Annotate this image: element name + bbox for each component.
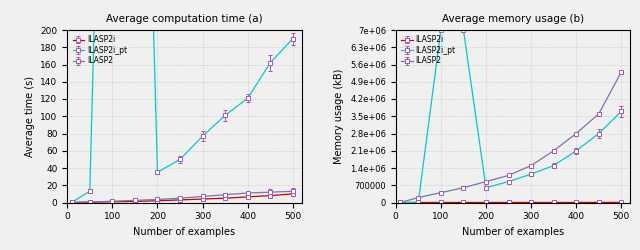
Y-axis label: Memory usage (kB): Memory usage (kB) [334, 68, 344, 164]
X-axis label: Number of examples: Number of examples [134, 227, 236, 237]
Legend: ILASP2i, ILASP2i_pt, ILASP2: ILASP2i, ILASP2i_pt, ILASP2 [71, 34, 129, 67]
Title: Average memory usage (b): Average memory usage (b) [442, 14, 584, 24]
Title: Average computation time (a): Average computation time (a) [106, 14, 263, 24]
X-axis label: Number of examples: Number of examples [462, 227, 564, 237]
Legend: ILASP2i, ILASP2i_pt, ILASP2: ILASP2i, ILASP2i_pt, ILASP2 [399, 34, 457, 67]
Y-axis label: Average time (s): Average time (s) [25, 76, 35, 157]
